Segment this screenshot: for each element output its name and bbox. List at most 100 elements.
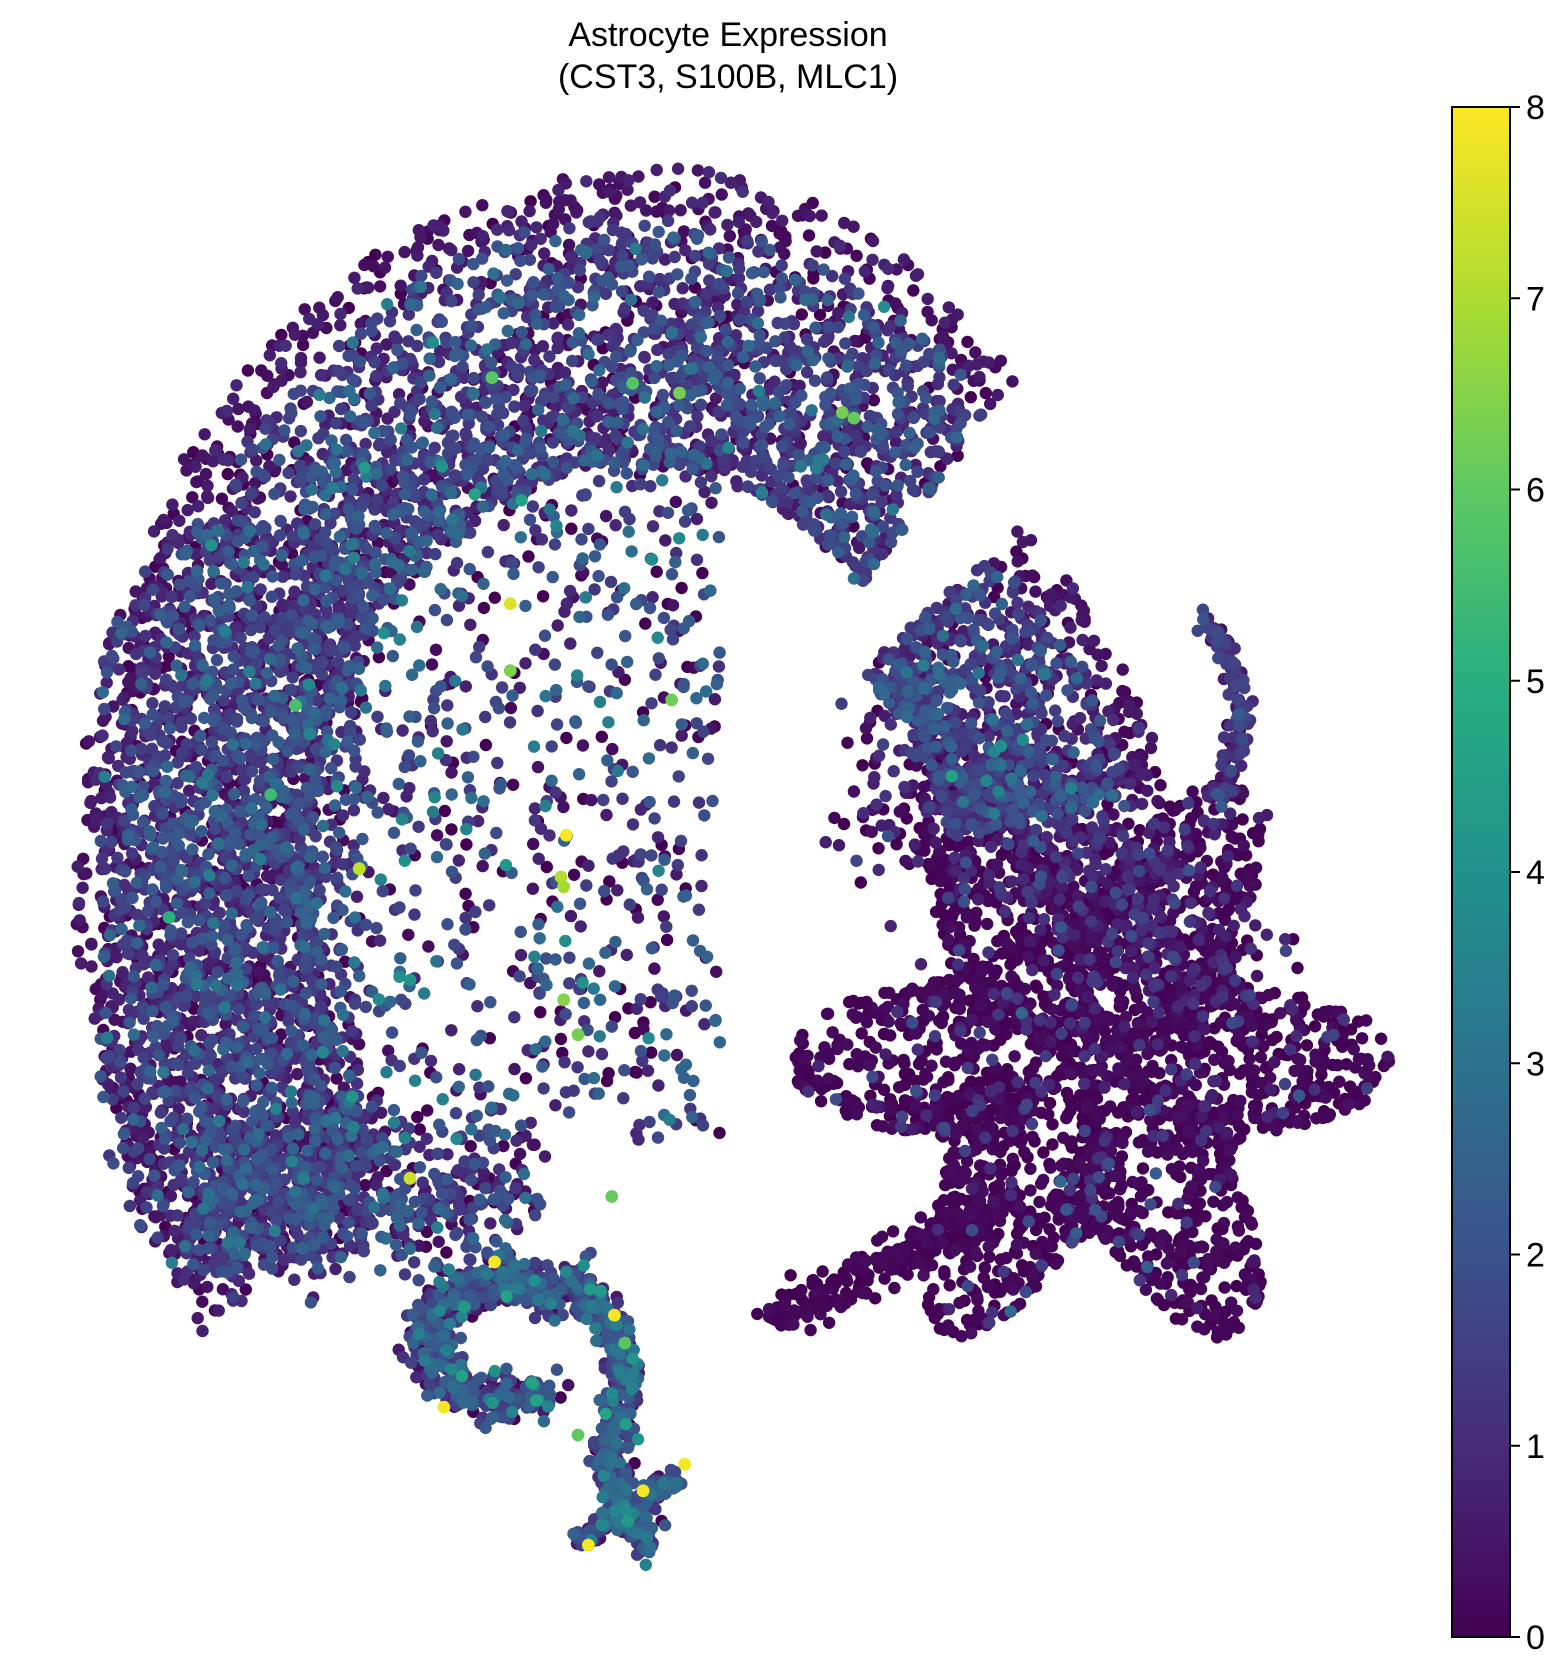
cell-point	[644, 996, 657, 1009]
cell-point	[951, 973, 965, 986]
cell-point	[429, 643, 443, 656]
cell-point	[922, 1009, 935, 1022]
cell-point	[1298, 999, 1311, 1012]
cell-point	[1153, 1236, 1167, 1250]
cell-point	[1243, 879, 1257, 893]
cell-point	[942, 933, 955, 946]
cell-point	[445, 823, 458, 836]
cell-point	[1197, 1154, 1210, 1168]
cell-point	[1080, 1101, 1094, 1114]
cell-point	[1150, 1292, 1164, 1305]
cell-point	[1216, 871, 1229, 885]
cell-point	[425, 658, 439, 671]
cell-point	[1266, 1033, 1279, 1047]
cell-point	[608, 1011, 622, 1024]
cell-point	[1234, 1094, 1247, 1108]
cell-point	[1030, 981, 1044, 994]
cell-point	[1207, 1195, 1220, 1209]
cell-point	[802, 229, 816, 242]
cell-point	[1316, 1111, 1330, 1125]
cell-point	[1374, 1032, 1388, 1045]
cell-point	[1044, 588, 1058, 601]
cell-point	[1028, 1135, 1041, 1148]
cell-point	[814, 1308, 827, 1321]
cell-point	[856, 759, 869, 772]
cell-point	[196, 449, 209, 462]
cell-point	[952, 1091, 965, 1104]
cell-point	[422, 940, 435, 953]
cell-point	[794, 1034, 807, 1047]
cell-point	[1224, 1143, 1237, 1156]
cell-point	[1319, 1091, 1332, 1104]
cell-point	[570, 206, 583, 219]
cell-point	[917, 780, 931, 793]
cell-point	[1113, 1041, 1127, 1054]
cell-point	[1181, 1125, 1195, 1139]
cell-point	[1151, 794, 1164, 808]
cell-point	[162, 650, 175, 663]
cell-point	[1104, 1100, 1117, 1113]
cell-point	[974, 1040, 987, 1054]
cell-point	[602, 1067, 615, 1080]
cell-point	[670, 1048, 684, 1062]
cell-point	[1308, 1020, 1322, 1033]
cell-point	[951, 449, 964, 462]
cell-point	[883, 1101, 896, 1114]
cell-point	[1239, 849, 1253, 862]
cell-point	[1060, 1111, 1073, 1125]
cell-point	[430, 829, 444, 842]
cell-point	[965, 1327, 978, 1340]
cell-point	[959, 1166, 972, 1180]
cell-point	[1205, 1294, 1218, 1307]
cell-point	[854, 876, 867, 889]
cell-point	[1189, 1078, 1203, 1092]
chart-title: Astrocyte Expression (CST3, S100B, MLC1)	[558, 16, 898, 96]
cell-point	[960, 911, 973, 924]
cell-point	[1049, 1257, 1063, 1271]
cell-point	[829, 1277, 842, 1290]
cell-point	[508, 1062, 521, 1076]
cell-point	[1132, 1018, 1145, 1031]
cell-point	[479, 738, 493, 752]
title-line-2: (CST3, S100B, MLC1)	[558, 58, 898, 96]
cell-point	[196, 1295, 209, 1308]
cell-point	[1268, 1056, 1281, 1069]
cell-point	[122, 675, 135, 689]
cell-point	[1358, 1067, 1371, 1080]
cell-point	[261, 369, 274, 382]
cell-point	[1333, 1075, 1346, 1088]
cell-point	[1361, 1053, 1374, 1066]
cell-point	[878, 986, 891, 1000]
cell-point	[1185, 1180, 1198, 1193]
cell-point	[886, 1246, 900, 1259]
cell-point	[660, 933, 674, 947]
cell-point	[522, 550, 535, 563]
cell-point	[1103, 1187, 1116, 1200]
cell-point	[1331, 1059, 1344, 1072]
cell-point	[893, 805, 906, 818]
cell-point	[1064, 1066, 1077, 1080]
cell-point	[820, 1007, 834, 1021]
cell-point	[1288, 1064, 1301, 1078]
cell-point	[1046, 1118, 1059, 1131]
cell-point	[882, 1015, 895, 1028]
cell-point	[1195, 1240, 1209, 1253]
cell-point	[963, 994, 977, 1007]
cell-point	[801, 1310, 814, 1324]
cell-point	[1024, 1162, 1037, 1176]
cell-point	[860, 1016, 874, 1029]
cell-point	[1013, 1114, 1026, 1127]
cell-point	[1108, 1169, 1122, 1183]
cell-point	[1191, 1320, 1204, 1333]
cell-point	[1037, 1146, 1050, 1159]
cell-point	[190, 475, 203, 489]
cell-point	[488, 591, 501, 604]
cell-point	[850, 1108, 863, 1121]
cell-point	[939, 1055, 953, 1068]
cell-point	[394, 279, 407, 292]
cell-point	[921, 1237, 935, 1251]
cell-point	[241, 364, 255, 377]
cell-point	[1160, 1257, 1174, 1270]
cell-point	[639, 617, 652, 630]
